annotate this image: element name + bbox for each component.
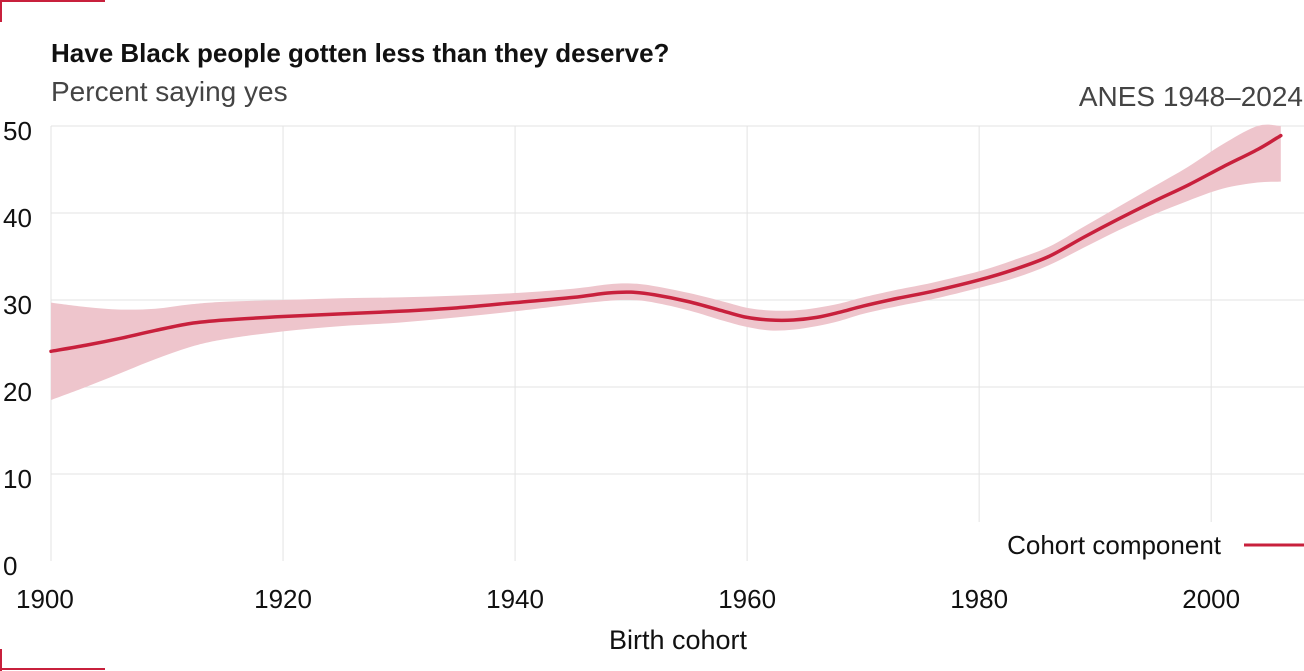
- x-tick-label-1980: 1980: [950, 584, 1008, 614]
- series-line-layer: [49, 133, 1283, 354]
- x-axis-label: Birth cohort: [609, 625, 748, 655]
- y-tick-label-40: 40: [3, 203, 32, 233]
- grid: [50, 125, 1304, 561]
- x-tick-label-1960: 1960: [718, 584, 776, 614]
- y-tick-label-20: 20: [3, 377, 32, 407]
- x-tick-label-1940: 1940: [486, 584, 544, 614]
- chart-title: Have Black people gotten less than they …: [51, 38, 669, 68]
- y-tick-label-10: 10: [3, 464, 32, 494]
- chart-subtitle: Percent saying yes: [51, 76, 288, 107]
- legend-label-cohort-component: Cohort component: [1007, 530, 1222, 560]
- legend: Cohort component: [962, 522, 1304, 568]
- y-axis-ticks: 0 10 20 30 40 50: [3, 116, 32, 581]
- confidence-band-layer: [51, 124, 1281, 401]
- confidence-band-0: [51, 124, 1281, 401]
- y-tick-label-30: 30: [3, 290, 32, 320]
- x-axis-ticks: 1900 1920 1940 1960 1980 2000: [16, 584, 1240, 614]
- series-line-cohort-component: [49, 133, 1283, 354]
- x-tick-label-2000: 2000: [1182, 584, 1240, 614]
- y-tick-label-50: 50: [3, 116, 32, 146]
- chart-source: ANES 1948–2024: [1079, 81, 1303, 112]
- x-tick-label-1920: 1920: [254, 584, 312, 614]
- y-tick-label-0: 0: [3, 551, 17, 581]
- x-tick-label-1900: 1900: [16, 584, 74, 614]
